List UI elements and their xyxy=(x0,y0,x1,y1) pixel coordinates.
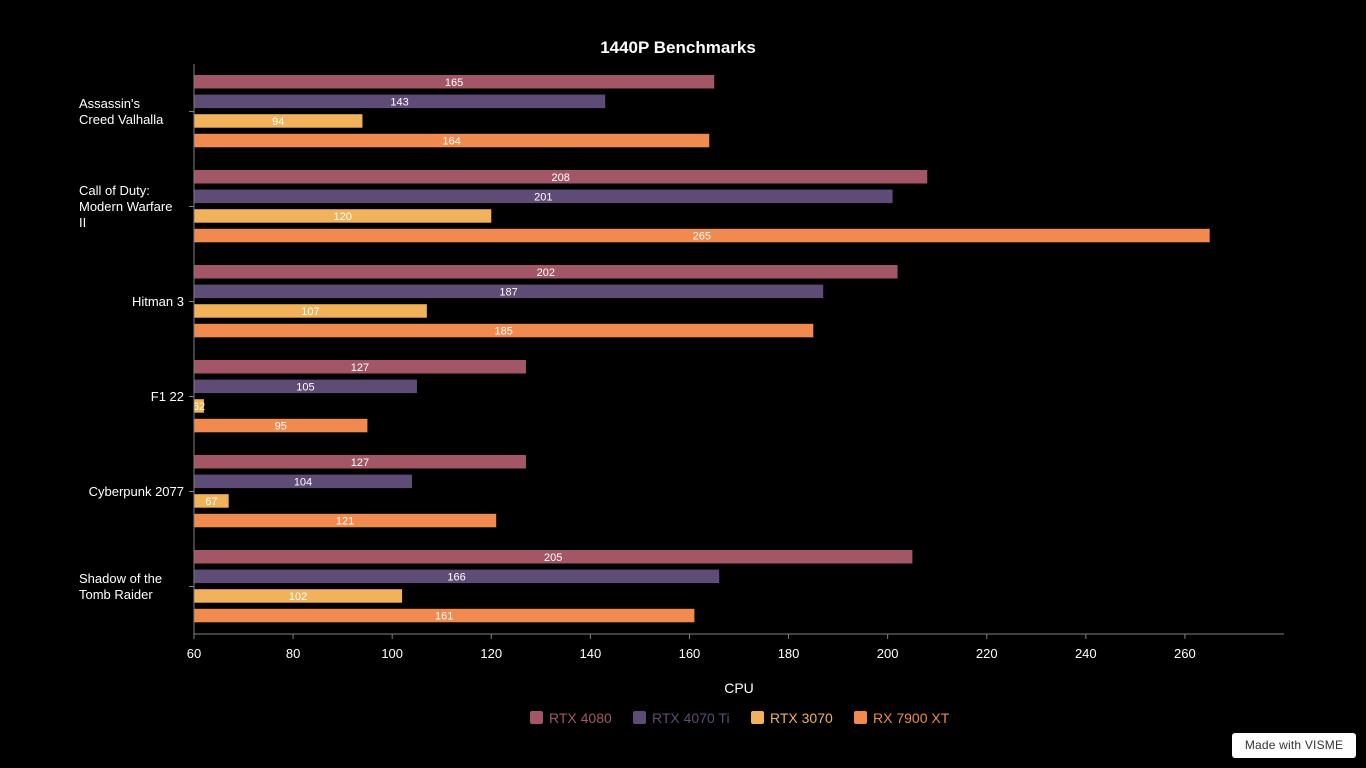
bar-value-label: 105 xyxy=(296,381,314,393)
category-label: Assassin's Creed Valhalla xyxy=(79,96,164,127)
x-tick-label: 140 xyxy=(580,646,602,661)
bar-value-label: 265 xyxy=(693,231,711,243)
bar-value-label: 104 xyxy=(294,476,312,488)
bar xyxy=(194,189,893,204)
axes-layer xyxy=(189,64,1284,639)
bar-value-label: 201 xyxy=(534,191,552,203)
category-label: F1 22 xyxy=(151,389,184,404)
x-tick-label: 200 xyxy=(877,646,899,661)
bar-value-label: 164 xyxy=(442,136,460,148)
category-label: Call of Duty: Modern Warfare II xyxy=(79,183,172,230)
x-tick-label: 160 xyxy=(679,646,701,661)
bar xyxy=(194,494,229,508)
x-tick-label: 60 xyxy=(187,646,201,661)
legend-swatch xyxy=(854,711,867,724)
x-tick-label: 80 xyxy=(286,646,300,661)
bar-value-label: 127 xyxy=(351,457,369,469)
legend-swatch xyxy=(633,711,646,724)
category-label: Cyberpunk 2077 xyxy=(89,484,184,499)
bar xyxy=(194,209,492,223)
bar xyxy=(194,474,412,489)
legend-swatch xyxy=(751,711,764,724)
bar-value-label: 67 xyxy=(205,496,217,508)
legend: RTX 4080 RTX 4070 Ti RTX 3070 RX 7900 XT xyxy=(530,710,950,726)
bar-value-label: 120 xyxy=(333,211,351,223)
bar xyxy=(194,94,606,109)
bar-value-label: 121 xyxy=(336,516,354,528)
legend-label: RTX 4070 Ti xyxy=(652,710,730,726)
bar xyxy=(194,379,417,394)
legend-label: RX 7900 XT xyxy=(873,710,950,726)
bar-value-label: 202 xyxy=(537,267,555,279)
category-label: Hitman 3 xyxy=(132,294,184,309)
bar xyxy=(194,170,928,184)
bar-value-label: 62 xyxy=(193,401,205,413)
bar xyxy=(194,608,695,623)
bar-value-label: 166 xyxy=(447,571,465,583)
bar xyxy=(194,418,368,433)
bar xyxy=(194,399,204,413)
bar-value-label: 165 xyxy=(445,77,463,89)
bar xyxy=(194,265,898,279)
bar xyxy=(194,360,526,374)
x-tick-label: 240 xyxy=(1075,646,1097,661)
bar-value-label: 127 xyxy=(351,362,369,374)
x-axis-title: CPU xyxy=(724,680,754,696)
bar xyxy=(194,589,403,603)
bar xyxy=(194,323,814,338)
bar xyxy=(194,133,710,148)
bar xyxy=(194,550,913,564)
legend-label: RTX 3070 xyxy=(770,710,833,726)
bar xyxy=(194,75,715,89)
bar xyxy=(194,228,1210,243)
bar-value-label: 205 xyxy=(544,552,562,564)
category-labels-layer: Assassin's Creed Valhalla Call of Duty: Mod… xyxy=(79,96,184,602)
bar-value-label: 143 xyxy=(390,96,408,108)
bar-value-label: 95 xyxy=(275,421,287,433)
bar-value-label: 185 xyxy=(494,326,512,338)
bar-value-label: 208 xyxy=(551,172,569,184)
x-tick-label: 180 xyxy=(778,646,800,661)
bar xyxy=(194,513,497,528)
bar xyxy=(194,284,824,299)
bar-value-label: 161 xyxy=(435,611,453,623)
legend-label: RTX 4080 xyxy=(549,710,612,726)
bar xyxy=(194,455,526,469)
bars-layer xyxy=(194,75,1210,623)
bar-value-label: 107 xyxy=(301,306,319,318)
x-tick-label: 220 xyxy=(976,646,998,661)
bar xyxy=(194,569,720,584)
x-tick-label: 120 xyxy=(480,646,502,661)
bar-value-label: 94 xyxy=(272,116,284,128)
category-label: Shadow of the Tomb Raider xyxy=(79,571,162,602)
bar-value-label: 102 xyxy=(289,591,307,603)
chart-title: 1440P Benchmarks xyxy=(600,38,756,57)
x-tick-label: 260 xyxy=(1174,646,1196,661)
bar xyxy=(194,114,363,128)
bar-value-label: 187 xyxy=(499,286,517,298)
bar xyxy=(194,304,427,318)
x-tick-label: 100 xyxy=(381,646,403,661)
x-tick-labels-layer: 60 80 100 120 140 160 180 200 220 240 260 xyxy=(187,646,1196,661)
legend-swatch xyxy=(530,711,543,724)
data-labels-layer: 165 143 94 164 208 201 120 265 202 187 107 185 127 10… xyxy=(193,77,711,623)
made-with-visme-badge[interactable]: Made with VISME xyxy=(1232,733,1356,758)
